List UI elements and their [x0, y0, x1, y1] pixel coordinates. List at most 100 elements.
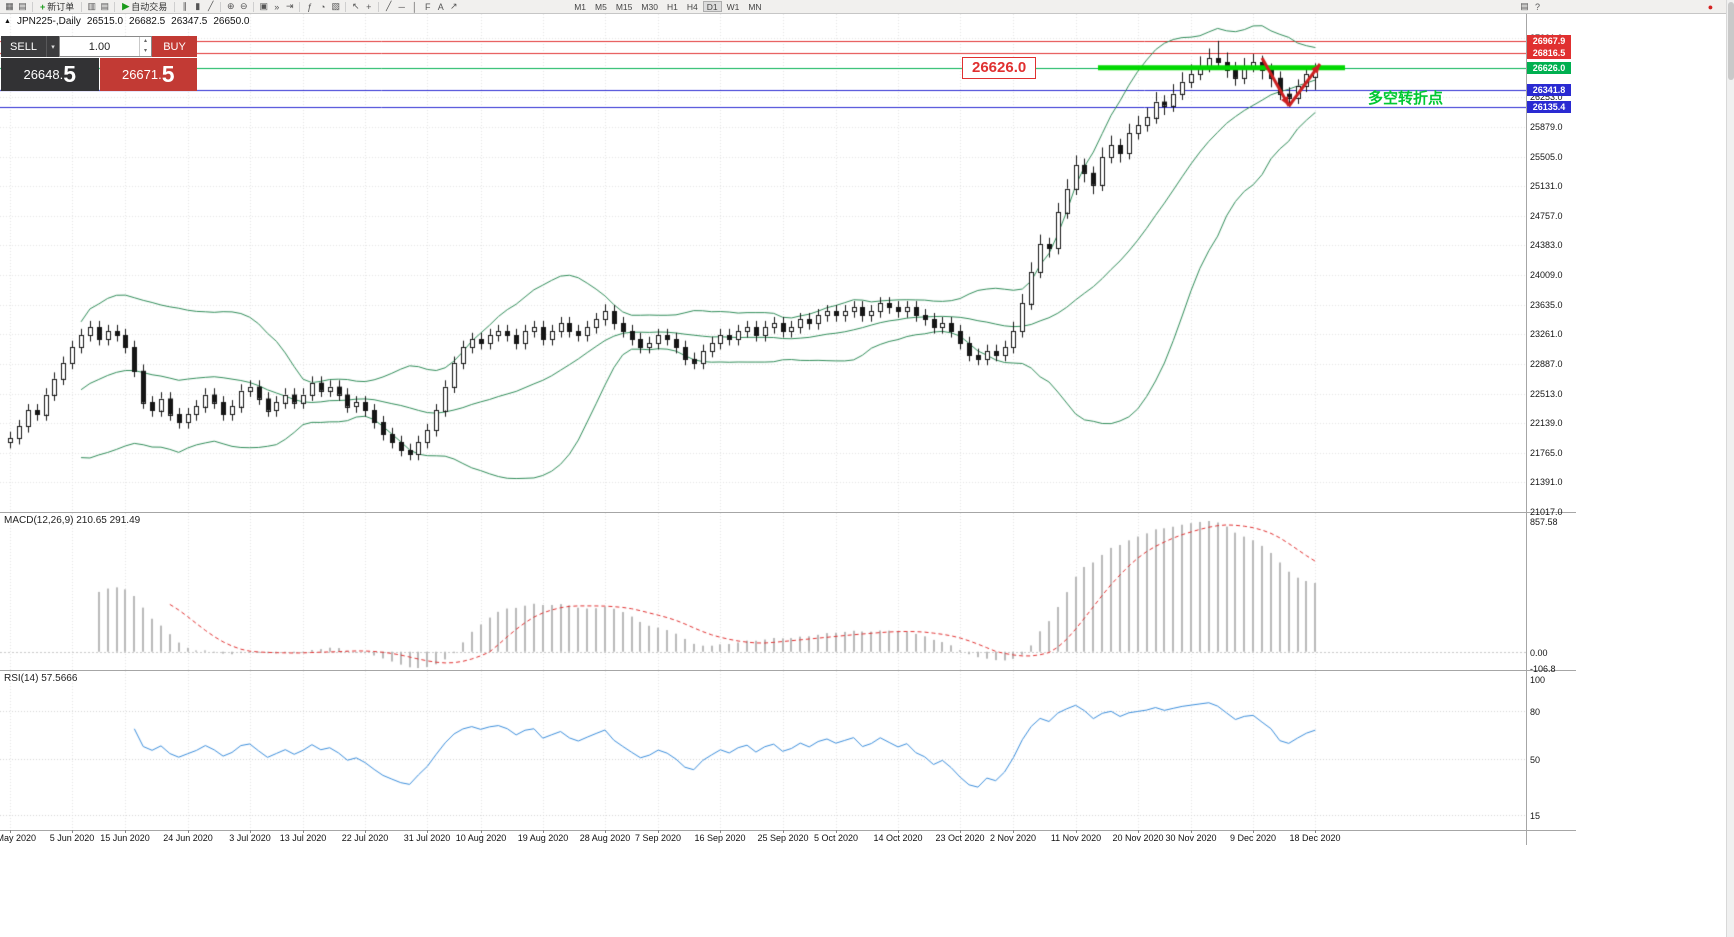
timeframe-w1[interactable]: W1: [726, 2, 740, 12]
timeframe-m5[interactable]: M5: [595, 2, 607, 12]
timeframe-d1[interactable]: D1: [702, 1, 722, 12]
templates-icon[interactable]: ▧: [331, 1, 340, 11]
arrow-object-icon[interactable]: ↗: [449, 1, 458, 11]
help-icon[interactable]: ?: [1534, 1, 1540, 12]
new-chart-icon[interactable]: ▦: [5, 1, 14, 11]
vertical-scrollbar[interactable]: [1726, 0, 1734, 937]
text-label-icon[interactable]: A: [437, 1, 444, 12]
buy-price-display[interactable]: 26671. 5: [99, 58, 197, 91]
date-axis-label: 14 Oct 2020: [873, 833, 923, 843]
toolbar-separator: [345, 1, 347, 12]
sell-button[interactable]: SELL: [1, 36, 46, 57]
price-axis-label: 23261.0: [1530, 329, 1563, 340]
price-axis-label: 25879.0: [1530, 121, 1563, 132]
toolbar-separator: [378, 1, 380, 12]
date-tick: [365, 830, 366, 833]
timeframe-m30[interactable]: M30: [641, 2, 658, 12]
timeframe-h4[interactable]: H4: [686, 2, 698, 12]
candlestick-icon[interactable]: ▮: [195, 1, 201, 11]
auto-trading-button-label: 自动交易: [131, 2, 168, 12]
sell-price-display[interactable]: 26648. 5: [1, 58, 99, 91]
date-tick: [1076, 830, 1077, 833]
price-chart-canvas[interactable]: [0, 14, 1526, 512]
indicators-icon[interactable]: ƒ: [307, 1, 313, 12]
turning-point-note[interactable]: 多空转折点: [1368, 90, 1444, 107]
ohlc-high: 26682.5: [129, 16, 166, 27]
buy-price-main: 26671.: [121, 67, 162, 82]
timeframe-m1[interactable]: M1: [574, 2, 587, 12]
zoom-out-icon[interactable]: ⊖: [239, 1, 248, 11]
date-tick: [72, 830, 73, 833]
community-icon[interactable]: ●: [1707, 1, 1714, 12]
date-axis-label: 22 Jul 2020: [341, 833, 389, 843]
volume-decrease-button[interactable]: ▾: [143, 47, 147, 54]
fibonacci-icon[interactable]: F: [424, 1, 431, 12]
periods-icon[interactable]: ◔: [320, 1, 326, 12]
date-tick: [1315, 830, 1316, 833]
volume-increase-button[interactable]: ▴: [143, 38, 147, 44]
rsi-axis-label: 15: [1530, 811, 1541, 821]
rsi-axis-label: 80: [1530, 707, 1541, 717]
macd-axis-label: -106.8: [1530, 664, 1556, 674]
profiles-icon[interactable]: ▤: [18, 1, 27, 11]
price-line-badge: 26816.5: [1527, 46, 1571, 59]
buy-button[interactable]: BUY: [152, 36, 197, 57]
price-annotation-box[interactable]: 26626.0: [962, 57, 1037, 79]
timeframe-mn[interactable]: MN: [748, 2, 762, 12]
date-axis-label: 13 Jul 2020: [279, 833, 327, 843]
date-axis-label: 18 Dec 2020: [1289, 833, 1341, 843]
windows-icon[interactable]: ▤: [1520, 1, 1529, 11]
price-axis-label: 24757.0: [1530, 210, 1563, 221]
price-axis-label: 24009.0: [1530, 270, 1563, 281]
price-axis-label: 21017.0: [1530, 507, 1563, 517]
auto-scroll-icon[interactable]: »: [274, 1, 280, 12]
vertical-line-icon[interactable]: │: [411, 1, 418, 12]
date-tick: [125, 830, 126, 833]
charts-cascade-icon[interactable]: ▥: [87, 1, 97, 11]
new-order-button[interactable]: + 新订单: [36, 1, 78, 13]
price-line-badge: 26967.9: [1527, 34, 1571, 47]
cursor-icon[interactable]: ↖: [351, 1, 360, 11]
timeframe-m15[interactable]: M15: [615, 2, 633, 12]
one-click-trading-panel: SELL ▾ ▴ ▾ BUY 26648. 5 26671. 5: [1, 36, 197, 91]
chart-shift-icon[interactable]: ⇥: [285, 1, 294, 11]
date-tick: [658, 830, 659, 833]
rsi-panel-canvas[interactable]: [0, 671, 1526, 830]
bar-chart-icon[interactable]: ∥: [182, 1, 187, 11]
toolbar-separator: [32, 1, 33, 12]
ohlc-close: 26650.0: [213, 16, 250, 27]
ohlc-low: 26347.5: [171, 16, 208, 27]
price-axis-label: 22139.0: [1530, 418, 1563, 429]
volume-dropdown-icon[interactable]: ▾: [46, 36, 59, 57]
trendline-icon[interactable]: ╱: [386, 1, 392, 11]
zoom-in-icon[interactable]: ⊕: [226, 1, 235, 11]
date-tick: [543, 830, 544, 833]
price-axis-label: 22513.0: [1530, 388, 1563, 399]
chart-symbol-label: JPN225-,Daily: [16, 16, 81, 27]
volume-input[interactable]: [60, 37, 139, 56]
toolbar-separator: [114, 1, 116, 12]
macd-rsi-separator[interactable]: [0, 670, 1576, 671]
line-chart-icon[interactable]: ╱: [208, 1, 214, 11]
market-watch-icon[interactable]: ▤: [100, 1, 110, 11]
scrollbar-thumb[interactable]: [1728, 2, 1734, 80]
date-tick: [720, 830, 721, 833]
toolbar-separator: [299, 1, 301, 12]
ohlc-open: 26515.0: [86, 16, 124, 27]
crosshair-icon[interactable]: +: [366, 1, 372, 12]
timeframe-h1[interactable]: H1: [666, 2, 678, 12]
tile-windows-icon[interactable]: ▣: [259, 1, 268, 11]
macd-axis-label: 0.00: [1530, 647, 1548, 658]
price-axis-label: 23635.0: [1530, 299, 1563, 310]
macd-axis-label: 857.58: [1530, 517, 1558, 527]
macd-panel-canvas[interactable]: [0, 513, 1526, 670]
auto-trading-button[interactable]: ▶ 自动交易: [118, 1, 171, 13]
date-axis-label: 11 Nov 2020: [1050, 833, 1102, 843]
rsi-axis-label: 50: [1530, 755, 1541, 765]
volume-field: ▴ ▾: [59, 36, 152, 57]
main-macd-separator[interactable]: [0, 512, 1576, 513]
horizontal-line-icon[interactable]: ─: [398, 1, 405, 12]
date-tick: [1013, 830, 1014, 833]
toolbar-separator: [253, 1, 255, 12]
date-tick: [960, 830, 961, 833]
